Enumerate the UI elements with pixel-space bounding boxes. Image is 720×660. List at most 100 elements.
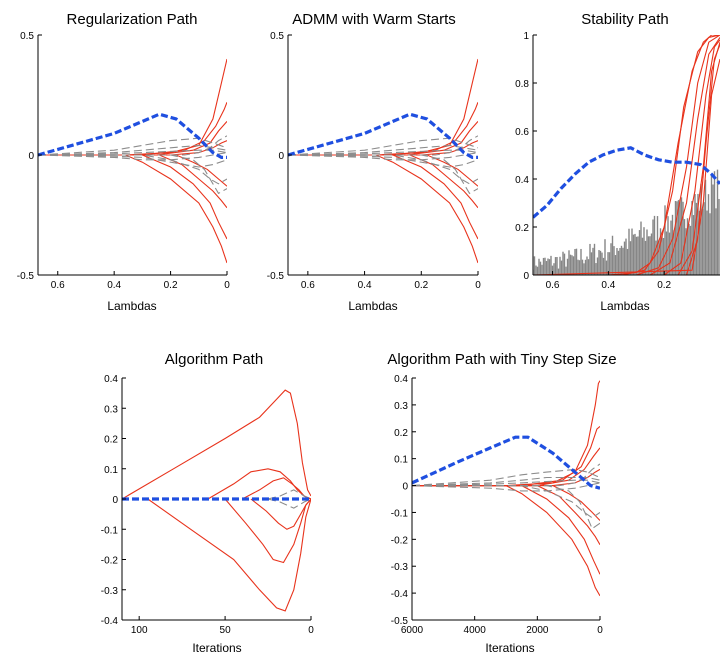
- y-tick-label: 0: [402, 482, 408, 493]
- panel-regularization-path: Regularization Path Lambdas 0.6 0.4 0.2 00.…: [17, 11, 230, 313]
- y-tick-label: -0.1: [391, 508, 409, 519]
- series-line-4: [412, 485, 600, 597]
- chart-title: Algorithm Path with Tiny Step Size: [387, 351, 616, 368]
- series-line-7: [288, 154, 478, 187]
- series-line-9: [38, 144, 227, 156]
- y-tick-label: -0.3: [101, 586, 119, 597]
- series-line-4: [288, 154, 478, 264]
- series-line-2: [533, 35, 720, 275]
- plot-area: 100 50 0 0.4 0.3 0.2 0.1 0 -0.1 -0.2 -0.3 -0.4: [101, 374, 314, 636]
- series-line-1: [533, 35, 720, 275]
- y-tick-label: 0.4: [394, 374, 408, 385]
- x-tick-label: 0.6: [51, 280, 65, 291]
- y-tick-label: 0.3: [394, 401, 408, 412]
- y-tick-label: 0.5: [270, 31, 284, 42]
- series-line-7: [533, 58, 720, 275]
- y-tick-label: -0.4: [391, 589, 409, 600]
- x-tick-label: 100: [131, 625, 148, 636]
- series-line-13: [288, 154, 478, 185]
- chart-title: ADMM with Warm Starts: [292, 11, 456, 28]
- series-line-1: [38, 102, 227, 156]
- series-line-10: [412, 479, 600, 487]
- series-line-0: [38, 58, 227, 156]
- series-line-1: [288, 102, 478, 156]
- x-tick-label: 50: [220, 625, 232, 636]
- plot-area: 0.6 0.4 0.2 0 0.5 0 -0.5: [267, 31, 481, 291]
- y-tick-label: -0.5: [391, 616, 409, 627]
- series-line-6: [288, 154, 478, 209]
- x-tick-label: 0: [597, 625, 603, 636]
- series-line-14: [288, 154, 478, 195]
- series-line-10: [38, 149, 227, 156]
- y-tick-label: -0.3: [391, 562, 409, 573]
- series-line-9: [288, 144, 478, 156]
- series-line-3: [533, 37, 720, 275]
- series-line-0: [122, 389, 311, 500]
- series-line-8: [38, 137, 227, 156]
- series-line-16: [288, 112, 478, 159]
- series-line-14: [38, 154, 227, 195]
- series-line-15: [288, 135, 478, 156]
- series-line-4: [242, 477, 311, 500]
- series-line-5: [288, 154, 478, 240]
- series-line-2: [207, 468, 311, 500]
- series-line-10: [288, 149, 478, 156]
- x-axis-label: Iterations: [485, 641, 534, 655]
- series-line-4: [533, 39, 720, 275]
- series-line-12: [288, 154, 478, 168]
- panel-algorithm-path-tiny-step: Algorithm Path with Tiny Step Size Itera…: [387, 351, 616, 655]
- y-tick-label: 1: [523, 31, 529, 42]
- panel-stability-path: Stability Path Lambdas 0.6 0.4 0.2 1 0.8 0.6 0…: [515, 11, 720, 313]
- y-tick-label: 0.1: [104, 465, 118, 476]
- plot-area: 0.6 0.4 0.2 1 0.8 0.6 0.4 0.2 0: [515, 31, 720, 291]
- series-line-8: [412, 468, 600, 487]
- series-line-7: [38, 154, 227, 187]
- y-tick-label: 0: [28, 151, 34, 162]
- series-line-5: [250, 498, 311, 530]
- series-line-13: [38, 154, 227, 185]
- x-tick-label: 0.2: [414, 280, 428, 291]
- y-tick-label: -0.5: [17, 271, 35, 282]
- y-tick-label: -0.2: [101, 556, 119, 567]
- plot-area: 0.6 0.4 0.2 0 0.5 0 -0.5: [17, 31, 230, 291]
- series-line-12: [38, 154, 227, 168]
- x-axis-label: Lambdas: [348, 299, 397, 313]
- y-tick-label: -0.4: [101, 616, 119, 627]
- x-tick-label: 0.4: [358, 280, 372, 291]
- series-line-15: [38, 135, 227, 156]
- x-tick-label: 0: [308, 625, 314, 636]
- series-line-4: [38, 154, 227, 264]
- chart-title: Stability Path: [581, 11, 669, 28]
- series-line-5: [533, 42, 720, 275]
- y-tick-label: 0.4: [515, 175, 529, 186]
- y-tick-label: 0: [112, 495, 118, 506]
- series-line-6: [533, 44, 720, 275]
- panel-admm-warm-starts: ADMM with Warm Starts Lambdas 0.6 0.4 0.2 0…: [267, 11, 481, 313]
- series-line-5: [38, 154, 227, 240]
- y-tick-label: 0.8: [515, 79, 529, 90]
- y-tick-label: -0.5: [267, 271, 285, 282]
- y-tick-label: 0: [523, 271, 529, 282]
- x-axis-label: Lambdas: [600, 299, 649, 313]
- y-tick-label: 0.1: [394, 455, 408, 466]
- x-tick-label: 0.6: [546, 280, 560, 291]
- series-line-6: [38, 154, 227, 209]
- x-tick-label: 0: [224, 280, 230, 291]
- series-line-8: [533, 146, 720, 219]
- series-line-12: [412, 485, 600, 519]
- y-tick-label: 0.2: [394, 428, 408, 439]
- series-line-9: [412, 476, 600, 487]
- chart-title: Algorithm Path: [165, 351, 263, 368]
- plot-area: 6000 4000 2000 0 0.4 0.3 0.2 0.1 0 -0.1 -0.2 -0.3 -0…: [391, 374, 603, 636]
- x-tick-label: 4000: [464, 625, 487, 636]
- y-tick-label: -0.2: [391, 535, 409, 546]
- series-line-14: [412, 463, 600, 487]
- series-line-15: [412, 435, 600, 490]
- x-tick-label: 0.2: [657, 280, 671, 291]
- x-tick-label: 0.4: [601, 280, 615, 291]
- y-tick-label: 0.3: [104, 404, 118, 415]
- series-line-6: [267, 489, 311, 500]
- y-tick-label: 0.6: [515, 127, 529, 138]
- x-tick-label: 0.6: [301, 280, 315, 291]
